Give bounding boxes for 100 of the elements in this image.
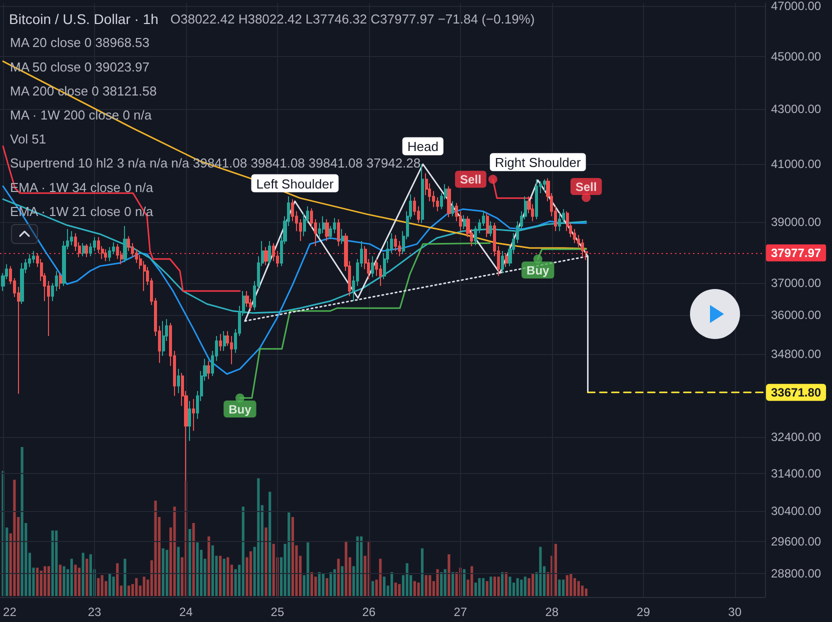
candlestick <box>59 272 62 290</box>
candlestick <box>70 230 73 246</box>
candlestick <box>188 400 191 442</box>
bar <box>272 544 275 596</box>
candlestick <box>325 218 329 242</box>
bar <box>394 582 397 596</box>
bar <box>562 580 565 596</box>
annotation: Left Shoulder <box>256 176 334 192</box>
y-tick-label: 34800.00 <box>771 347 822 362</box>
bar <box>444 569 446 596</box>
candlestick <box>123 226 127 263</box>
bar <box>116 563 119 596</box>
annotation: Right Shoulder <box>494 155 582 170</box>
bar <box>78 568 81 596</box>
y-tick-label: 31400.00 <box>771 466 822 480</box>
bar <box>340 566 344 596</box>
bar <box>89 554 92 596</box>
candlestick <box>447 186 451 218</box>
data-label: Buy <box>228 402 252 416</box>
bar <box>162 548 164 596</box>
bar <box>86 558 88 596</box>
candlestick <box>585 251 588 261</box>
bar <box>448 554 450 596</box>
candlestick <box>371 256 374 278</box>
bar <box>390 572 394 596</box>
candlestick <box>543 178 546 192</box>
bar <box>554 544 558 596</box>
bar <box>371 581 374 596</box>
x-tick-label: 23 <box>88 605 102 619</box>
candlestick <box>501 250 504 274</box>
bar <box>524 576 526 596</box>
point <box>488 174 498 184</box>
data-label: Sell <box>575 180 597 194</box>
bar <box>318 572 321 596</box>
bar <box>417 582 420 596</box>
bar <box>127 586 130 596</box>
bar <box>500 572 504 596</box>
bar <box>504 572 508 596</box>
bar <box>532 574 534 596</box>
bar <box>249 551 252 596</box>
candlestick <box>177 368 180 394</box>
candlestick <box>463 214 466 230</box>
bar <box>51 530 54 596</box>
bar <box>528 578 530 596</box>
bar <box>222 558 226 596</box>
x-tick-label: 27 <box>454 605 468 619</box>
candlestick <box>451 200 454 217</box>
data-label: Sell <box>460 172 482 186</box>
x-tick-label: 30 <box>728 605 742 619</box>
bar <box>577 581 580 596</box>
text: Bitcoin / U.S. Dollar · 1h <box>9 11 158 27</box>
bar <box>264 527 268 596</box>
bar <box>82 552 84 596</box>
bar <box>406 563 408 596</box>
y-tick-label: 36000.00 <box>771 308 822 322</box>
bar <box>558 580 561 596</box>
candlestick <box>207 360 210 380</box>
bar <box>218 556 222 596</box>
bar <box>291 517 294 596</box>
y-tick-label: 45000.00 <box>771 49 822 64</box>
bar <box>192 522 195 596</box>
candlestick <box>223 330 226 352</box>
candlestick <box>421 164 424 224</box>
bar <box>344 540 348 596</box>
bar <box>539 546 542 596</box>
candlestick <box>394 234 397 252</box>
bar <box>573 578 576 596</box>
bar <box>497 576 500 596</box>
bar <box>382 576 386 596</box>
bar <box>584 588 588 596</box>
candlestick <box>264 246 268 266</box>
bar <box>74 564 77 596</box>
candlestick <box>82 242 85 257</box>
bar <box>379 558 382 596</box>
bar <box>413 581 416 596</box>
bar <box>486 581 488 596</box>
y-tick-label: 32400.00 <box>771 430 822 444</box>
bar <box>310 572 314 596</box>
candlestick <box>341 228 344 245</box>
bar <box>470 566 474 596</box>
candlestick <box>322 216 325 234</box>
bar <box>570 574 572 596</box>
candlestick <box>581 238 584 258</box>
y-tick-label: 37000.00 <box>771 276 822 290</box>
bar <box>329 572 332 596</box>
bar <box>520 580 523 596</box>
candlestick <box>192 398 195 432</box>
bar <box>428 575 432 596</box>
bar <box>268 492 272 596</box>
candlestick <box>268 240 271 265</box>
annotation: O38022.42 H38022.42 L37746.32 C37977.97 −71.84 (−0.19%) <box>170 12 535 26</box>
bar <box>188 528 192 596</box>
bar <box>211 545 214 596</box>
bar <box>398 584 401 596</box>
bar <box>356 536 359 596</box>
bar <box>124 558 126 596</box>
candlestick <box>20 262 24 305</box>
bar <box>135 578 138 596</box>
bar <box>337 558 340 596</box>
candlestick <box>486 212 489 238</box>
